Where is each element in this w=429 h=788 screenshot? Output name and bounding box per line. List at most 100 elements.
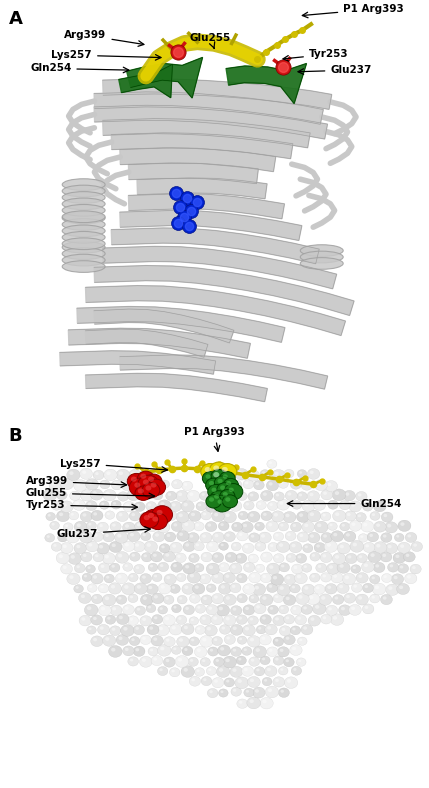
Circle shape <box>267 626 271 630</box>
Circle shape <box>93 575 97 578</box>
Circle shape <box>316 563 326 573</box>
Circle shape <box>81 489 94 501</box>
Circle shape <box>225 552 237 563</box>
Circle shape <box>263 700 267 704</box>
Circle shape <box>385 522 398 533</box>
Text: A: A <box>9 10 22 28</box>
Circle shape <box>296 511 310 522</box>
Circle shape <box>293 668 296 671</box>
Circle shape <box>212 532 224 542</box>
Circle shape <box>137 608 140 611</box>
Circle shape <box>175 553 186 563</box>
Circle shape <box>314 479 327 491</box>
Circle shape <box>152 615 163 624</box>
Circle shape <box>286 553 296 562</box>
Circle shape <box>297 574 301 578</box>
Ellipse shape <box>62 218 105 230</box>
Circle shape <box>127 489 140 500</box>
Circle shape <box>260 470 270 478</box>
Circle shape <box>267 459 277 468</box>
Circle shape <box>160 647 164 650</box>
Circle shape <box>222 495 238 507</box>
Circle shape <box>201 552 212 562</box>
Circle shape <box>332 510 346 522</box>
Circle shape <box>242 625 255 636</box>
Circle shape <box>209 690 213 693</box>
Circle shape <box>182 583 195 594</box>
Circle shape <box>276 493 279 496</box>
Circle shape <box>351 565 361 573</box>
Circle shape <box>269 649 272 652</box>
Circle shape <box>147 625 159 635</box>
Circle shape <box>128 470 142 481</box>
Circle shape <box>278 688 290 697</box>
Circle shape <box>207 627 211 630</box>
Circle shape <box>137 585 141 589</box>
Text: Arg399: Arg399 <box>64 30 144 46</box>
Circle shape <box>197 627 200 630</box>
Circle shape <box>111 585 115 589</box>
Circle shape <box>178 658 182 662</box>
Circle shape <box>168 493 171 496</box>
Circle shape <box>408 534 411 537</box>
Circle shape <box>326 563 339 574</box>
Circle shape <box>266 583 278 593</box>
Circle shape <box>272 470 285 481</box>
Circle shape <box>210 491 228 506</box>
Circle shape <box>223 478 239 492</box>
Circle shape <box>118 575 121 578</box>
Circle shape <box>221 690 224 693</box>
Circle shape <box>224 484 243 500</box>
Circle shape <box>188 657 198 667</box>
Circle shape <box>182 646 193 656</box>
Circle shape <box>337 543 350 554</box>
Circle shape <box>69 511 79 520</box>
Circle shape <box>384 575 387 578</box>
Circle shape <box>88 523 91 526</box>
Circle shape <box>275 639 278 641</box>
Circle shape <box>129 637 140 645</box>
Circle shape <box>137 471 154 485</box>
Circle shape <box>360 535 363 538</box>
Circle shape <box>249 699 254 703</box>
Circle shape <box>142 618 146 621</box>
Circle shape <box>171 562 182 572</box>
Circle shape <box>163 552 175 562</box>
Circle shape <box>143 597 147 600</box>
Circle shape <box>276 541 290 552</box>
Circle shape <box>98 584 109 593</box>
Circle shape <box>57 490 67 500</box>
Circle shape <box>225 659 230 662</box>
Circle shape <box>158 606 168 614</box>
Circle shape <box>284 634 295 645</box>
Circle shape <box>285 514 290 517</box>
Circle shape <box>123 563 133 571</box>
Circle shape <box>63 522 73 531</box>
Circle shape <box>399 585 403 589</box>
Circle shape <box>305 502 308 506</box>
Circle shape <box>349 501 362 512</box>
Circle shape <box>130 575 133 578</box>
Circle shape <box>251 659 254 662</box>
Circle shape <box>284 470 294 478</box>
Circle shape <box>292 481 296 485</box>
Circle shape <box>130 618 133 621</box>
Circle shape <box>358 533 368 542</box>
Circle shape <box>95 554 99 557</box>
Circle shape <box>189 553 199 563</box>
Polygon shape <box>94 309 234 343</box>
Circle shape <box>94 533 98 537</box>
Circle shape <box>297 637 307 645</box>
Circle shape <box>328 500 338 509</box>
Circle shape <box>123 646 134 656</box>
Circle shape <box>190 574 194 578</box>
Circle shape <box>82 470 86 474</box>
Circle shape <box>323 574 326 578</box>
Circle shape <box>340 522 350 531</box>
Circle shape <box>361 521 374 532</box>
Circle shape <box>59 512 63 516</box>
Circle shape <box>65 524 68 527</box>
Circle shape <box>358 597 362 600</box>
Circle shape <box>165 617 169 620</box>
Circle shape <box>236 574 247 583</box>
